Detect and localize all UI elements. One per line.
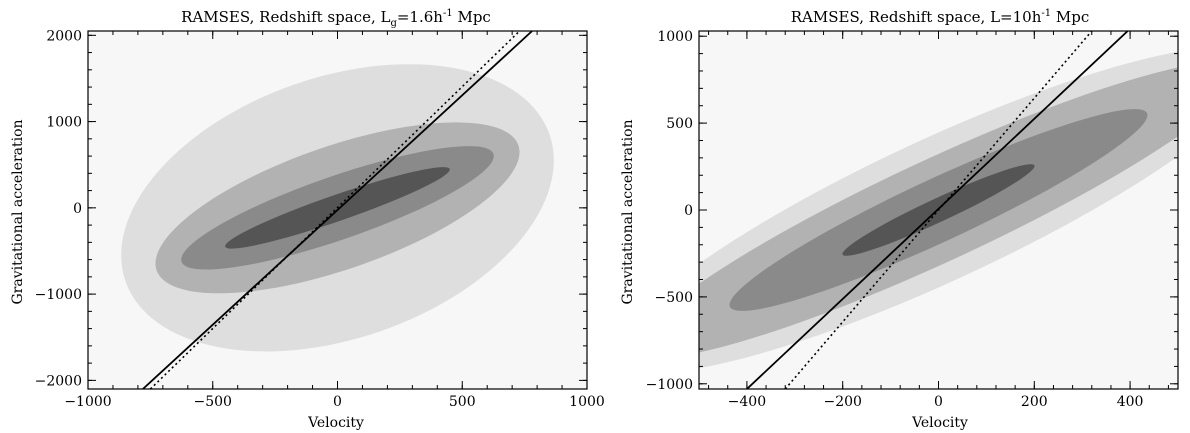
x-tick-label: 200 (1021, 394, 1048, 410)
right-y-axis-label: Gravitational acceleration (620, 119, 636, 304)
left-x-axis-label: Velocity (307, 415, 364, 431)
x-tick-label: −200 (823, 394, 861, 410)
y-tick-label: 1000 (657, 29, 693, 45)
x-tick-label: −500 (194, 394, 232, 410)
x-tick-label: 0 (934, 394, 943, 410)
y-tick-label: 1000 (46, 115, 82, 131)
x-tick-label: 0 (333, 394, 342, 410)
solid-fit-line (142, 31, 533, 389)
y-tick-label: 500 (666, 116, 693, 132)
plot-area (88, 31, 587, 389)
y-tick-label: 0 (684, 203, 693, 219)
plot-area (699, 31, 1178, 389)
solid-fit-line (746, 31, 1129, 389)
y-tick-label: −1000 (35, 287, 82, 303)
dotted-fit-line (784, 31, 1093, 389)
right-chart-title: RAMSES, Redshift space, L=10h-1 Mpc (791, 8, 1090, 26)
right-x-axis-label: Velocity (911, 415, 968, 431)
y-tick-label: 2000 (46, 28, 82, 44)
x-tick-label: 400 (1117, 394, 1144, 410)
left-y-axis-label: Gravitational acceleration (10, 119, 26, 304)
y-tick-label: −2000 (35, 373, 82, 389)
x-tick-label: 500 (449, 394, 476, 410)
left-panel: RAMSES, Redshift space, Lg=1.6h-1 Mpc Ve… (10, 8, 605, 431)
right-panel: RAMSES, Redshift space, L=10h-1 Mpc Velo… (620, 8, 1179, 431)
y-tick-label: −1000 (646, 377, 693, 393)
x-tick-label: 1000 (569, 394, 605, 410)
dotted-fit-line (149, 31, 521, 389)
y-tick-label: 0 (73, 201, 82, 217)
left-chart-title: RAMSES, Redshift space, Lg=1.6h-1 Mpc (181, 8, 491, 29)
y-tick-label: −500 (655, 290, 693, 306)
x-tick-label: −400 (728, 394, 766, 410)
x-tick-label: −1000 (64, 394, 111, 410)
